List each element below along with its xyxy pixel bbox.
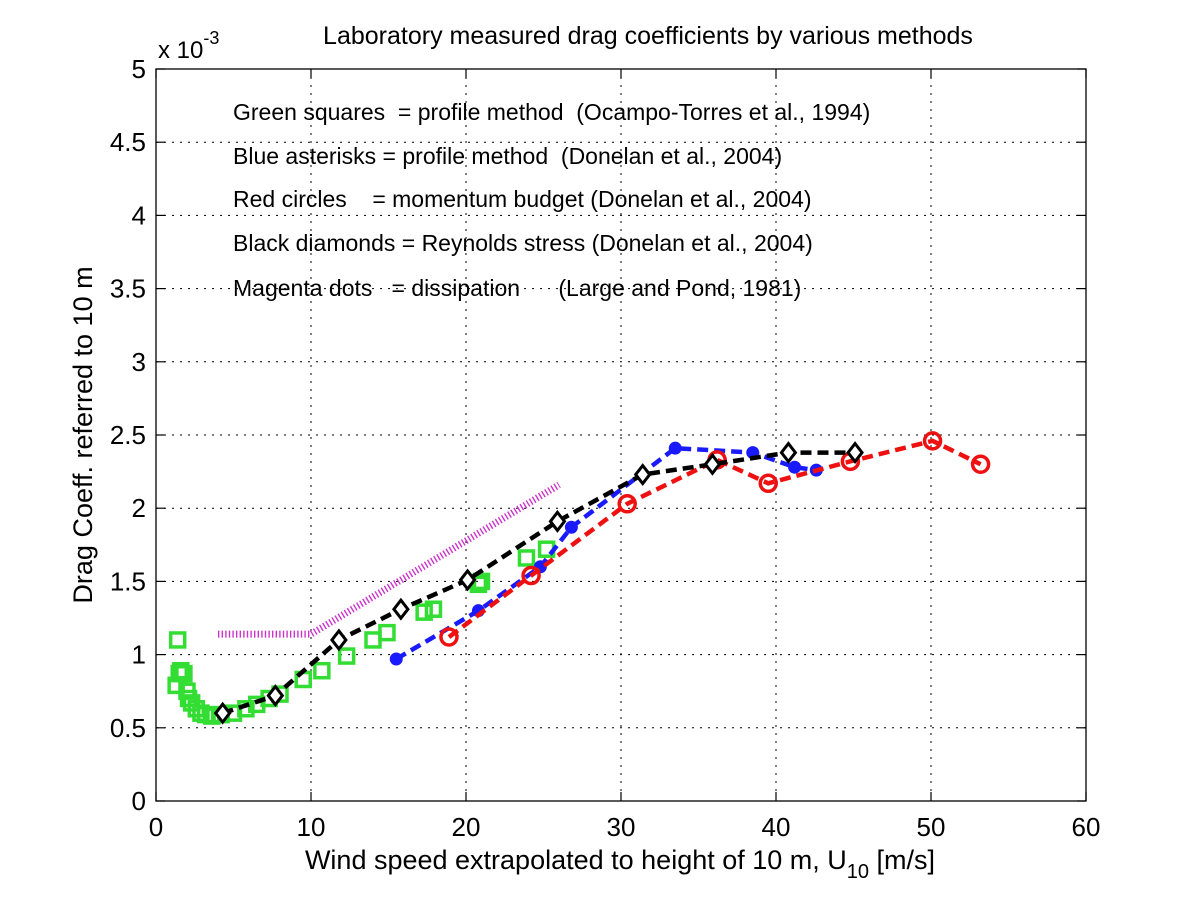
x-axis-label-subscript: 10 xyxy=(847,861,869,883)
x-axis-label-main: Wind speed extrapolated to height of 10 … xyxy=(305,845,847,875)
green-squares-point-4 xyxy=(175,664,193,683)
x-tick-labels: 0 10 20 30 40 50 60 xyxy=(149,812,1101,842)
y-multiplier: x 10-3 xyxy=(158,28,219,64)
y-tick-label-8: 4 xyxy=(132,200,146,230)
green-squares-point-27 xyxy=(517,549,536,567)
y-tick-label-4: 2 xyxy=(132,493,146,523)
black-diamonds-point-4 xyxy=(458,568,477,592)
black-diamonds-point-9 xyxy=(846,441,864,465)
red-circles-point-0 xyxy=(439,627,459,647)
y-tick-label-6: 3 xyxy=(132,347,146,377)
blue-dots-point-4 xyxy=(668,441,682,455)
y-tick-label-5: 2.5 xyxy=(110,420,146,450)
y-multiplier-base: x 10 xyxy=(158,37,203,64)
black-diamonds-point-5 xyxy=(548,509,567,533)
x-tick-label-1: 10 xyxy=(297,812,326,842)
x-tick-label-2: 20 xyxy=(452,812,481,842)
y-tick-label-9: 4.5 xyxy=(110,127,146,157)
x-tick-label-0: 0 xyxy=(149,812,163,842)
black-diamonds-point-7 xyxy=(703,452,722,476)
y-tick-label-1: 0.5 xyxy=(110,713,146,743)
black-diamonds-point-1 xyxy=(266,684,285,708)
green-squares-point-14 xyxy=(237,700,255,718)
green-squares-point-24 xyxy=(424,600,443,618)
y-tick-label-2: 1 xyxy=(132,640,146,670)
green-squares-point-1 xyxy=(168,631,187,649)
red-circles-point-2 xyxy=(617,494,637,514)
red-circles-point-1 xyxy=(521,565,541,586)
y-multiplier-exponent: -3 xyxy=(203,28,219,48)
legend-note-blue-asterisks: Blue asterisks = profile method (Donelan… xyxy=(233,143,782,169)
y-tick-label-0: 0 xyxy=(132,786,146,816)
black-diamonds-point-6 xyxy=(633,463,652,486)
x-tick-label-3: 30 xyxy=(607,812,636,842)
red-circles-point-4 xyxy=(758,473,778,494)
legend-note-black-diamonds: Black diamonds = Reynolds stress (Donela… xyxy=(233,230,813,256)
green-squares-point-20 xyxy=(337,647,356,665)
series-black-diamonds xyxy=(213,441,864,725)
black-diamonds-point-3 xyxy=(391,597,410,621)
blue-dots-point-0 xyxy=(389,652,403,666)
x-axis-label-unit: [m/s] xyxy=(869,845,935,875)
series-layer xyxy=(167,431,991,725)
x-tick-label-5: 50 xyxy=(917,812,946,842)
x-tick-label-6: 60 xyxy=(1072,812,1101,842)
red-circles-point-6 xyxy=(922,431,943,451)
legend-notes: Green squares = profile method (Ocampo-T… xyxy=(233,99,870,301)
legend-note-magenta-dots: Magenta dots = dissipation (Large and Po… xyxy=(233,275,801,301)
blue-dots-point-6 xyxy=(788,460,802,474)
green-squares-point-23 xyxy=(415,603,433,621)
legend-note-green-squares: Green squares = profile method (Ocampo-T… xyxy=(233,99,870,125)
black-diamonds-point-2 xyxy=(329,628,348,652)
black-diamonds-line xyxy=(221,450,856,716)
black-diamonds-point-0 xyxy=(213,701,232,725)
blue-dots-line xyxy=(395,445,817,661)
black-diamonds-point-8 xyxy=(779,441,798,465)
green-squares-point-3 xyxy=(172,661,190,680)
grid xyxy=(156,69,1086,801)
y-tick-labels: 0 0.5 1 1.5 2 2.5 3 3.5 4 4.5 5 xyxy=(110,54,146,816)
green-squares-point-22 xyxy=(378,623,396,642)
series-green-squares xyxy=(167,540,556,725)
y-tick-label-7: 3.5 xyxy=(110,274,146,304)
y-tick-label-10: 5 xyxy=(132,54,146,84)
y-tick-label-3: 1.5 xyxy=(110,566,146,596)
green-squares-point-19 xyxy=(313,661,331,680)
red-circles-point-7 xyxy=(970,454,991,475)
legend-note-red-circles: Red circles = momentum budget (Donelan e… xyxy=(233,186,812,212)
ticks xyxy=(155,68,1087,802)
x-tick-label-4: 40 xyxy=(762,812,791,842)
blue-dots-point-3 xyxy=(564,520,578,534)
y-axis-label: Drag Coeff. referred to 10 m xyxy=(68,266,98,603)
chart-title: Laboratory measured drag coefficients by… xyxy=(323,22,973,50)
red-circles-line xyxy=(447,438,982,639)
x-axis-label: Wind speed extrapolated to height of 10 … xyxy=(305,845,935,883)
